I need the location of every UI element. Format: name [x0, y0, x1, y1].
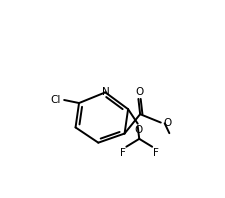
Text: F: F [152, 148, 158, 158]
Text: N: N [101, 87, 109, 97]
Text: Cl: Cl [50, 95, 60, 105]
Text: O: O [162, 118, 170, 128]
Text: O: O [135, 87, 143, 97]
Text: O: O [134, 125, 142, 135]
Text: F: F [119, 148, 125, 158]
